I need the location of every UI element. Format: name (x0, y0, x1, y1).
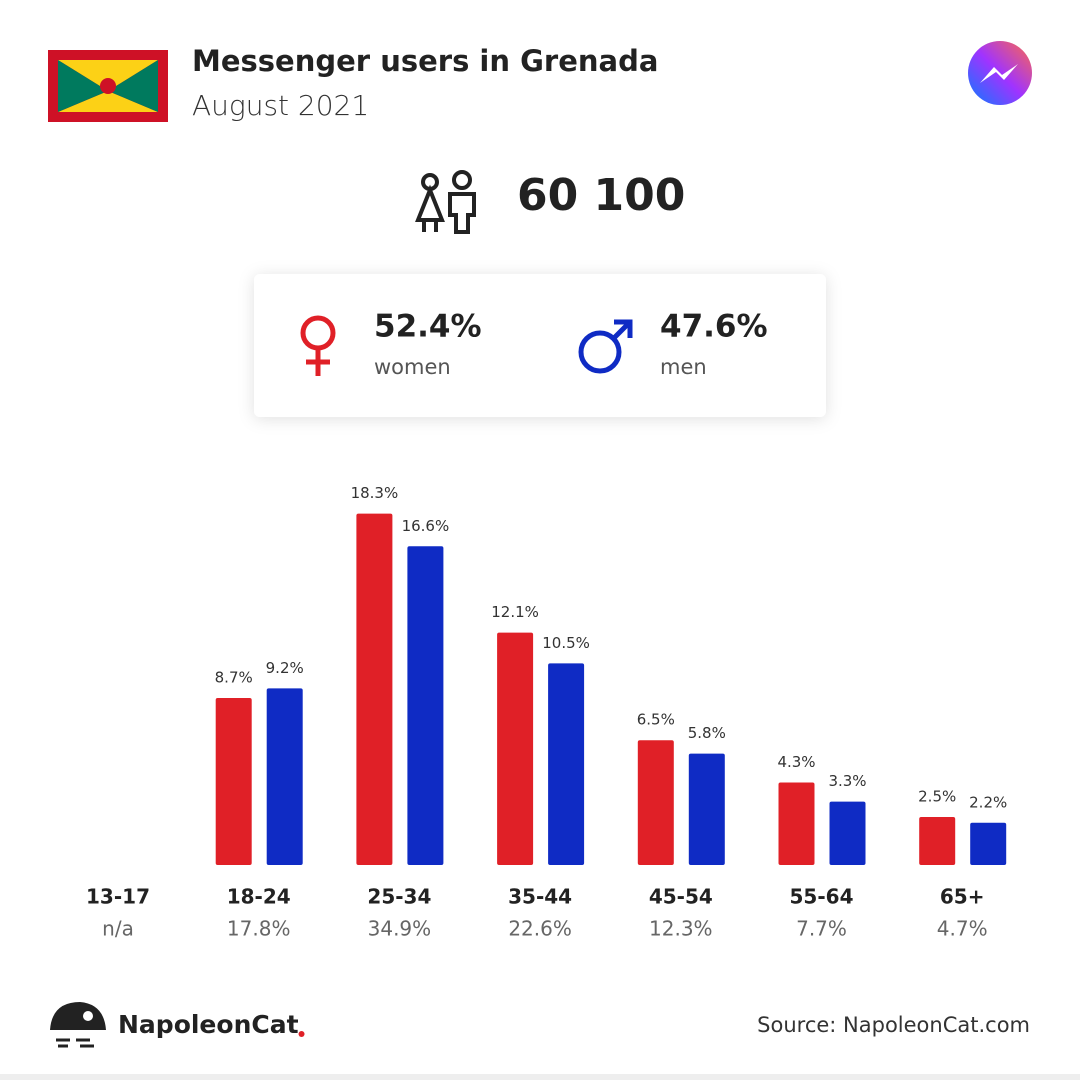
subtitle: August 2021 (192, 89, 369, 122)
bar (407, 546, 444, 865)
messenger-icon (968, 41, 1032, 105)
category-total: 34.9% (368, 917, 432, 941)
bar (356, 513, 393, 865)
value-label: 4.3% (777, 753, 815, 771)
value-label: 5.8% (688, 724, 726, 742)
title: Messenger users in Grenada (192, 44, 658, 78)
bar (215, 697, 252, 865)
men-share: 47.6% (660, 309, 768, 345)
category-total: n/a (102, 917, 134, 941)
flag (48, 50, 168, 122)
value-label: 3.3% (828, 772, 866, 790)
brand-logo (50, 1002, 106, 1048)
category-label: 25-34 (367, 885, 431, 909)
women-share: 52.4% (374, 309, 482, 345)
bar (919, 817, 956, 865)
bar (548, 663, 585, 865)
bar (266, 688, 303, 865)
source: Source: NapoleonCat.com (757, 1013, 1030, 1037)
category-label: 65+ (940, 885, 985, 909)
female-symbol (300, 315, 336, 376)
women-label: women (374, 355, 451, 379)
bar (970, 822, 1007, 865)
category-label: 45-54 (649, 885, 713, 909)
value-label: 16.6% (402, 517, 450, 535)
male-symbol (578, 319, 633, 374)
value-label: 9.2% (266, 659, 304, 677)
category-total: 12.3% (649, 917, 713, 941)
gender-card (254, 274, 826, 417)
bottom-stripe (0, 1074, 1080, 1080)
bar (688, 753, 725, 865)
category-total: 22.6% (508, 917, 572, 941)
brand-name: NapoleonCat (118, 1010, 299, 1039)
value-label: 2.5% (918, 788, 956, 806)
bar (497, 632, 534, 865)
category-label: 35-44 (508, 885, 572, 909)
category-total: 4.7% (937, 917, 988, 941)
people-icon (415, 170, 476, 234)
category-total: 7.7% (796, 917, 847, 941)
category-label: 18-24 (227, 885, 291, 909)
value-label: 12.1% (491, 603, 539, 621)
category-label: 13-17 (86, 885, 150, 909)
category-label: 55-64 (790, 885, 854, 909)
bar (637, 740, 674, 865)
category-total: 17.8% (227, 917, 291, 941)
value-label: 2.2% (969, 793, 1007, 811)
value-label: 8.7% (215, 668, 253, 686)
value-label: 6.5% (637, 711, 675, 729)
value-label: 18.3% (351, 484, 399, 502)
value-label: 10.5% (542, 634, 590, 652)
bar (778, 782, 815, 865)
brand-dot (298, 1031, 305, 1037)
total-users: 60 100 (517, 170, 685, 221)
bar (829, 801, 866, 865)
men-label: men (660, 355, 707, 379)
